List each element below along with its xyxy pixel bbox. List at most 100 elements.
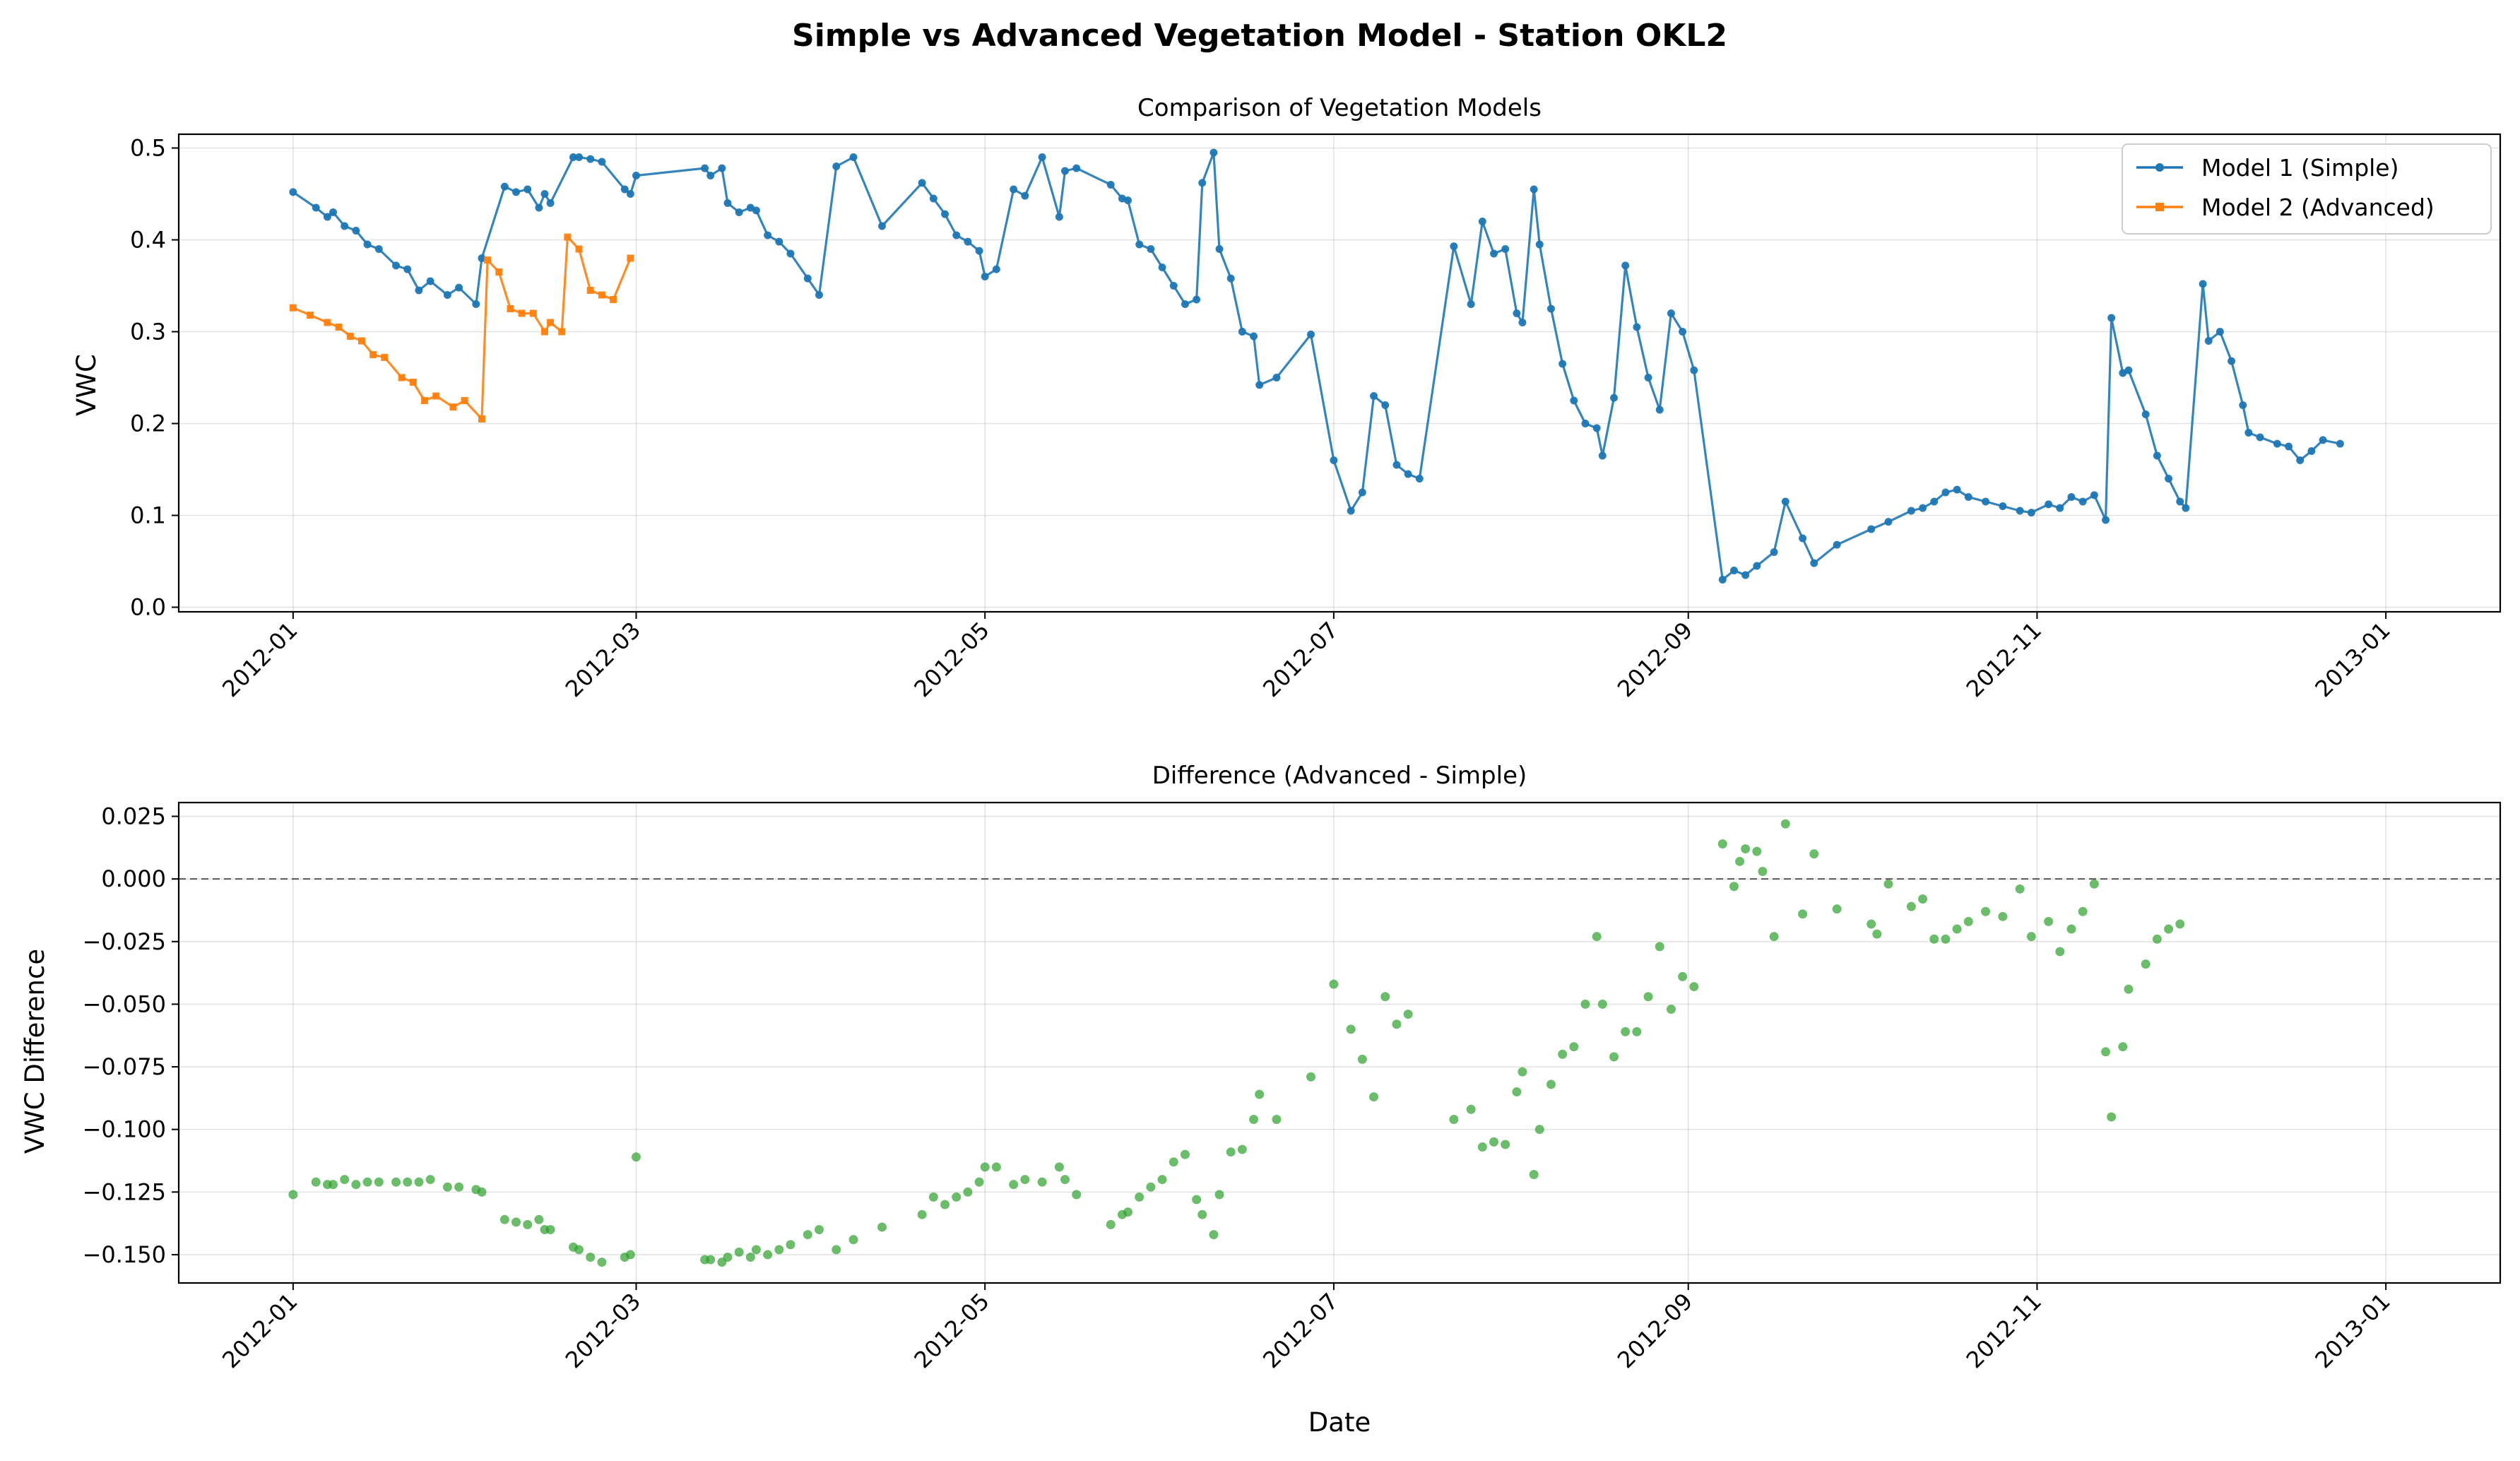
data-point-simple <box>1535 240 1544 249</box>
difference-point <box>1666 1004 1676 1014</box>
difference-point <box>1883 879 1893 889</box>
difference-point <box>980 1162 990 1172</box>
data-point-simple <box>1347 507 1355 515</box>
data-point-advanced <box>610 296 617 303</box>
data-point-simple <box>1307 330 1315 338</box>
data-point-simple <box>289 188 297 196</box>
difference-point <box>917 1209 927 1219</box>
difference-point <box>1449 1114 1459 1124</box>
data-point-advanced <box>369 351 377 358</box>
difference-point <box>1180 1149 1190 1159</box>
data-point-simple <box>1907 507 1915 515</box>
data-point-simple <box>1530 185 1538 194</box>
difference-point <box>2164 924 2174 934</box>
data-point-simple <box>1753 562 1761 570</box>
data-point-advanced <box>518 309 526 317</box>
data-point-simple <box>2045 500 2053 509</box>
difference-point <box>1643 992 1653 1002</box>
data-point-simple <box>2027 509 2035 517</box>
data-point-simple <box>1226 274 1235 283</box>
data-point-simple <box>1592 424 1601 432</box>
data-point-simple <box>1598 451 1607 460</box>
data-point-simple <box>2141 410 2150 418</box>
difference-point <box>1981 906 1991 916</box>
data-point-simple <box>952 231 961 239</box>
difference-point <box>2141 959 2151 969</box>
difference-point <box>1597 999 1607 1009</box>
bottom-chart-x-axis-label: Date <box>1308 1407 1371 1438</box>
data-point-simple <box>1010 185 1018 194</box>
difference-point <box>1106 1219 1116 1229</box>
data-point-simple <box>992 265 1000 273</box>
data-point-simple <box>1518 319 1527 326</box>
difference-point <box>1906 901 1916 911</box>
data-point-simple <box>964 237 972 246</box>
data-point-simple <box>598 158 606 166</box>
data-point-simple <box>2273 439 2281 448</box>
data-point-simple <box>1667 309 1675 317</box>
difference-point <box>848 1235 858 1245</box>
data-point-advanced <box>421 397 429 404</box>
data-point-simple <box>1250 332 1258 341</box>
data-point-simple <box>1770 548 1778 556</box>
data-point-simple <box>981 273 989 280</box>
difference-point <box>991 1162 1001 1172</box>
difference-point <box>1197 1209 1207 1219</box>
data-point-simple <box>329 208 338 216</box>
difference-point <box>2152 934 2162 944</box>
data-point-simple <box>512 188 521 196</box>
data-point-simple <box>1392 461 1401 469</box>
difference-point <box>1501 1140 1510 1149</box>
data-point-simple <box>443 291 451 299</box>
difference-point <box>1592 932 1602 942</box>
difference-point <box>1329 979 1339 989</box>
data-point-simple <box>2056 504 2064 512</box>
figure-title: Simple vs Advanced Vegetation Model - St… <box>792 18 1727 54</box>
difference-point <box>1998 911 2008 921</box>
difference-point <box>1009 1180 1019 1190</box>
data-point-simple <box>1964 493 1972 501</box>
difference-point <box>1609 1052 1619 1062</box>
data-point-simple <box>500 182 509 191</box>
data-point-simple <box>1501 245 1510 253</box>
difference-point <box>391 1177 401 1187</box>
data-point-simple <box>569 153 577 161</box>
data-point-simple <box>1781 497 1790 506</box>
difference-point <box>442 1182 452 1192</box>
top-chart-y-tick-label: 0.0 <box>130 594 166 621</box>
data-point-simple <box>1169 282 1178 290</box>
data-point-simple <box>1810 559 1818 567</box>
data-point-simple <box>929 194 937 203</box>
data-point-simple <box>2256 433 2264 442</box>
data-point-advanced <box>598 291 605 299</box>
difference-point <box>1306 1072 1316 1082</box>
bottom-chart-y-tick-label: −0.125 <box>83 1178 166 1205</box>
top-chart-y-tick-label: 0.1 <box>130 502 166 529</box>
data-point-advanced <box>575 245 583 253</box>
data-point-simple <box>1581 420 1590 427</box>
data-point-simple <box>1021 191 1029 200</box>
difference-point <box>814 1224 824 1234</box>
data-point-simple <box>775 237 783 246</box>
data-point-simple <box>1038 153 1046 161</box>
data-point-advanced <box>540 328 548 336</box>
difference-point <box>1580 999 1590 1009</box>
data-point-simple <box>1106 181 1115 189</box>
data-point-advanced <box>432 392 440 400</box>
difference-point <box>1466 1104 1476 1114</box>
difference-point <box>403 1177 413 1187</box>
data-point-simple <box>426 277 434 285</box>
difference-point <box>1054 1162 1064 1172</box>
data-point-simple <box>1415 475 1424 483</box>
data-point-simple <box>1330 456 1338 464</box>
data-point-simple <box>723 199 732 207</box>
data-point-simple <box>1061 167 1070 175</box>
difference-point <box>1963 916 1973 926</box>
difference-point <box>2044 916 2054 926</box>
data-point-simple <box>1546 304 1555 313</box>
difference-point <box>963 1187 973 1197</box>
data-point-simple <box>472 300 480 308</box>
data-point-simple <box>1478 218 1486 225</box>
data-point-advanced <box>478 415 485 422</box>
